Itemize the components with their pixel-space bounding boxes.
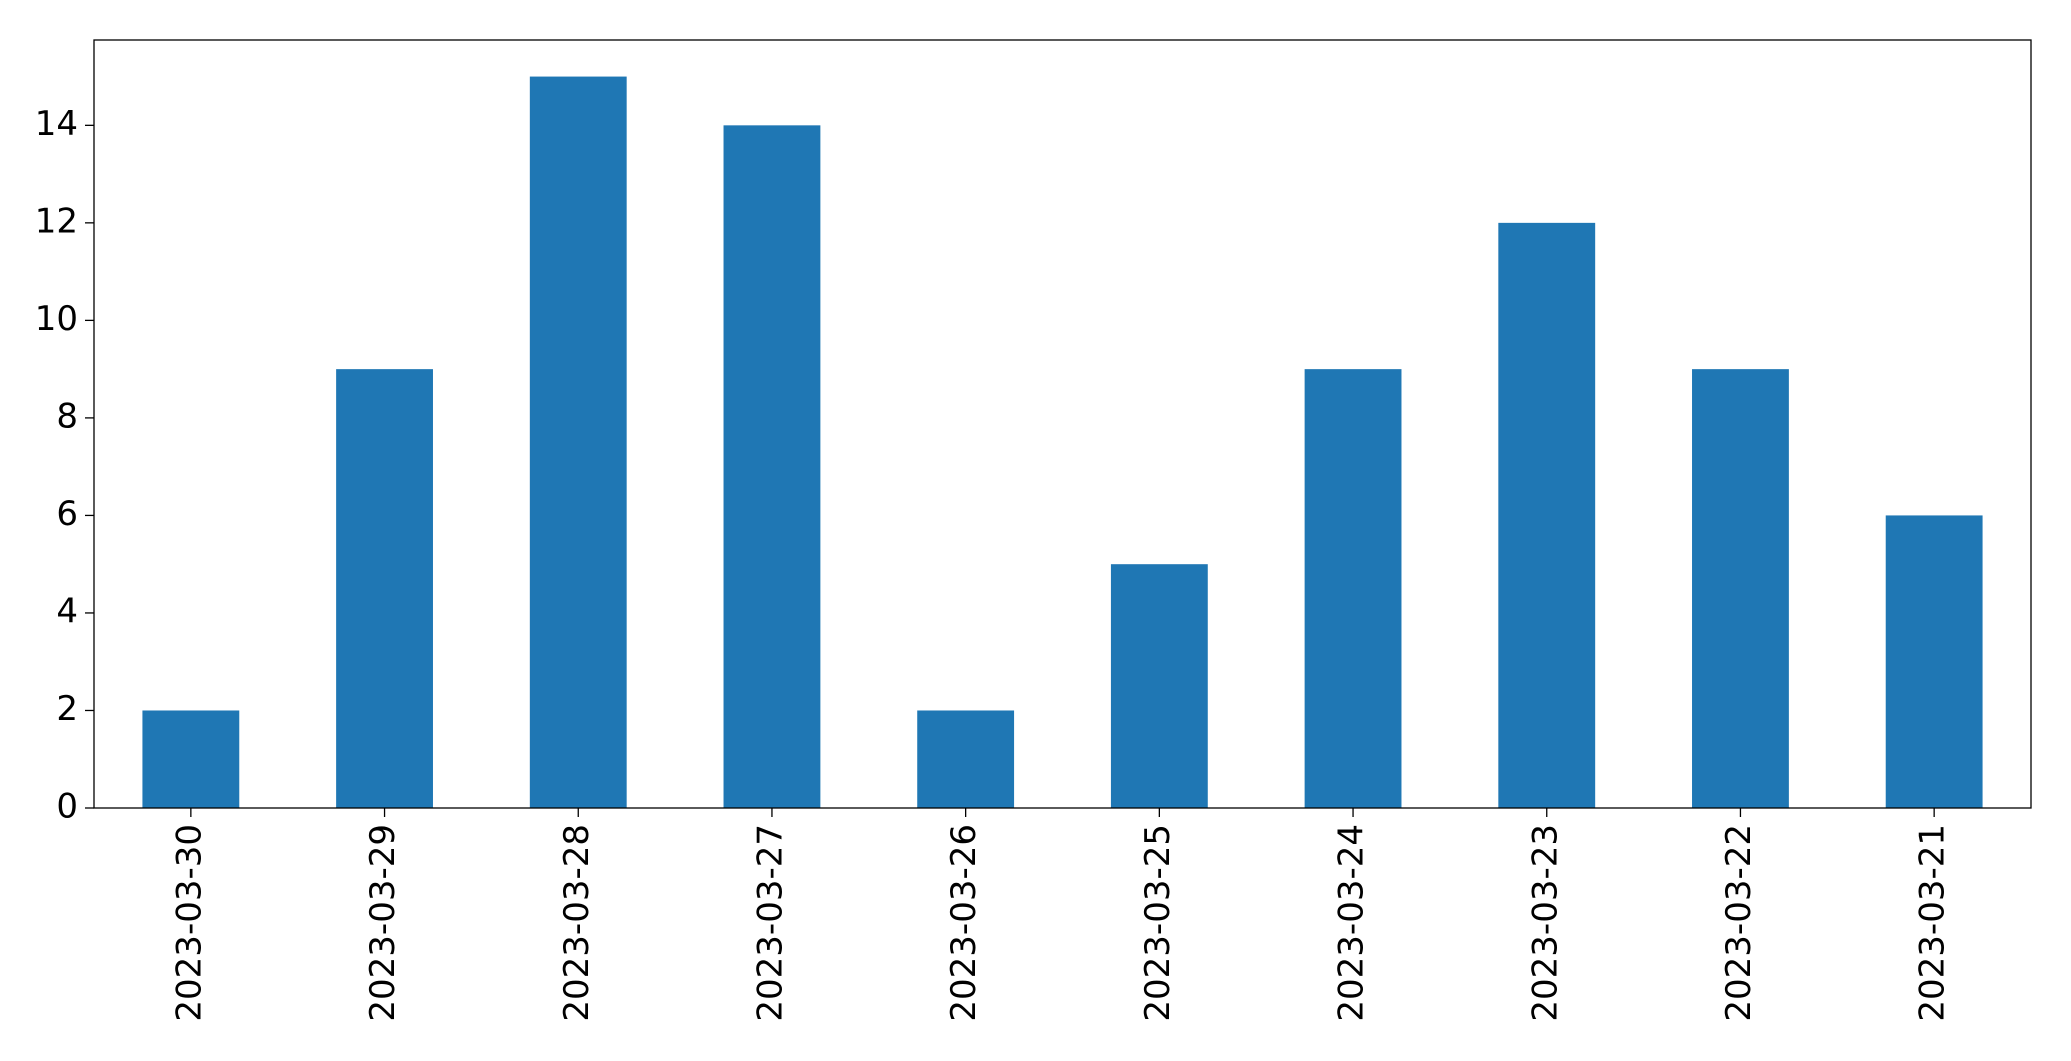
x-tick-label: 2023-03-30 [169, 824, 209, 1022]
x-tick-label: 2023-03-21 [1913, 824, 1953, 1022]
x-tick-label: 2023-03-24 [1332, 824, 1372, 1022]
bar [529, 76, 627, 809]
bar [1498, 222, 1596, 808]
y-tick-label: 12 [35, 201, 78, 241]
y-tick-label: 0 [56, 787, 78, 827]
bar [142, 710, 240, 808]
bar [723, 125, 821, 809]
bar [336, 369, 433, 808]
plot-frame [93, 39, 2032, 809]
x-tick-label: 2023-03-25 [1138, 824, 1178, 1022]
y-tick-label: 8 [56, 396, 78, 436]
bar [1304, 369, 1402, 808]
bar [917, 710, 1015, 808]
y-tick-label: 4 [56, 591, 78, 631]
bar [1885, 515, 1983, 808]
y-tick-label: 6 [56, 494, 78, 534]
bar [1692, 369, 1789, 808]
x-tick-label: 2023-03-26 [944, 824, 984, 1022]
bar [1110, 564, 1208, 808]
y-tick-label: 14 [35, 104, 78, 144]
x-tick-label: 2023-03-23 [1525, 824, 1565, 1022]
y-tick-label: 2 [56, 689, 78, 729]
x-tick-label: 2023-03-29 [363, 824, 403, 1022]
x-tick-label: 2023-03-27 [750, 824, 790, 1022]
y-tick-label: 10 [35, 299, 78, 339]
x-tick-label: 2023-03-22 [1719, 824, 1759, 1022]
x-tick-label: 2023-03-28 [557, 824, 597, 1022]
